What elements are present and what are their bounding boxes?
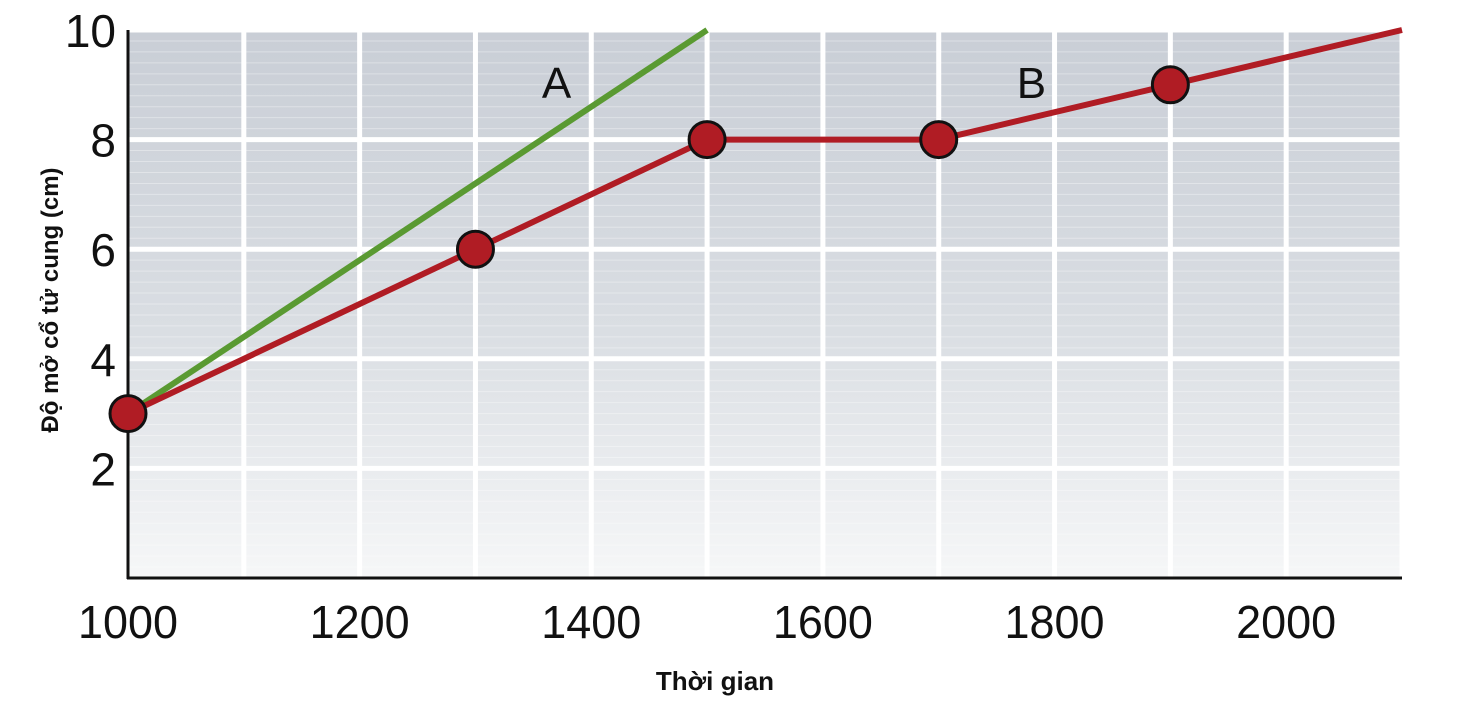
y-axis-title: Độ mở cổ tử cung (cm): [37, 167, 64, 432]
y-tick-label: 10: [65, 5, 116, 57]
axes: [126, 30, 1402, 580]
y-tick-label: 4: [90, 334, 116, 386]
plot-background: [128, 30, 1402, 578]
y-tick-label: 6: [90, 224, 116, 276]
data-point: [455, 229, 495, 269]
tick-labels: 1000 1200 1400 1600 1800 2000 2 4 6 8 10: [65, 5, 1336, 648]
data-point: [108, 394, 148, 434]
x-tick-label: 1200: [310, 596, 410, 648]
minor-grid: [128, 40, 1402, 568]
x-tick-label: 1600: [773, 596, 873, 648]
data-point: [1150, 65, 1190, 105]
y-tick-label: 8: [90, 115, 116, 167]
x-tick-label: 2000: [1236, 596, 1336, 648]
series-label-a: A: [542, 59, 572, 108]
data-point: [687, 120, 727, 160]
series-line-a: [126, 27, 709, 417]
data-point: [919, 120, 959, 160]
x-tick-label: 1000: [78, 596, 178, 648]
major-grid: [128, 27, 1405, 578]
y-tick-label: 2: [90, 443, 116, 495]
x-tick-label: 1800: [1005, 596, 1105, 648]
series-line-b: [126, 27, 1403, 417]
series-label-b: B: [1017, 59, 1046, 108]
x-axis-title: Thời gian: [656, 666, 774, 696]
x-tick-label: 1400: [541, 596, 641, 648]
